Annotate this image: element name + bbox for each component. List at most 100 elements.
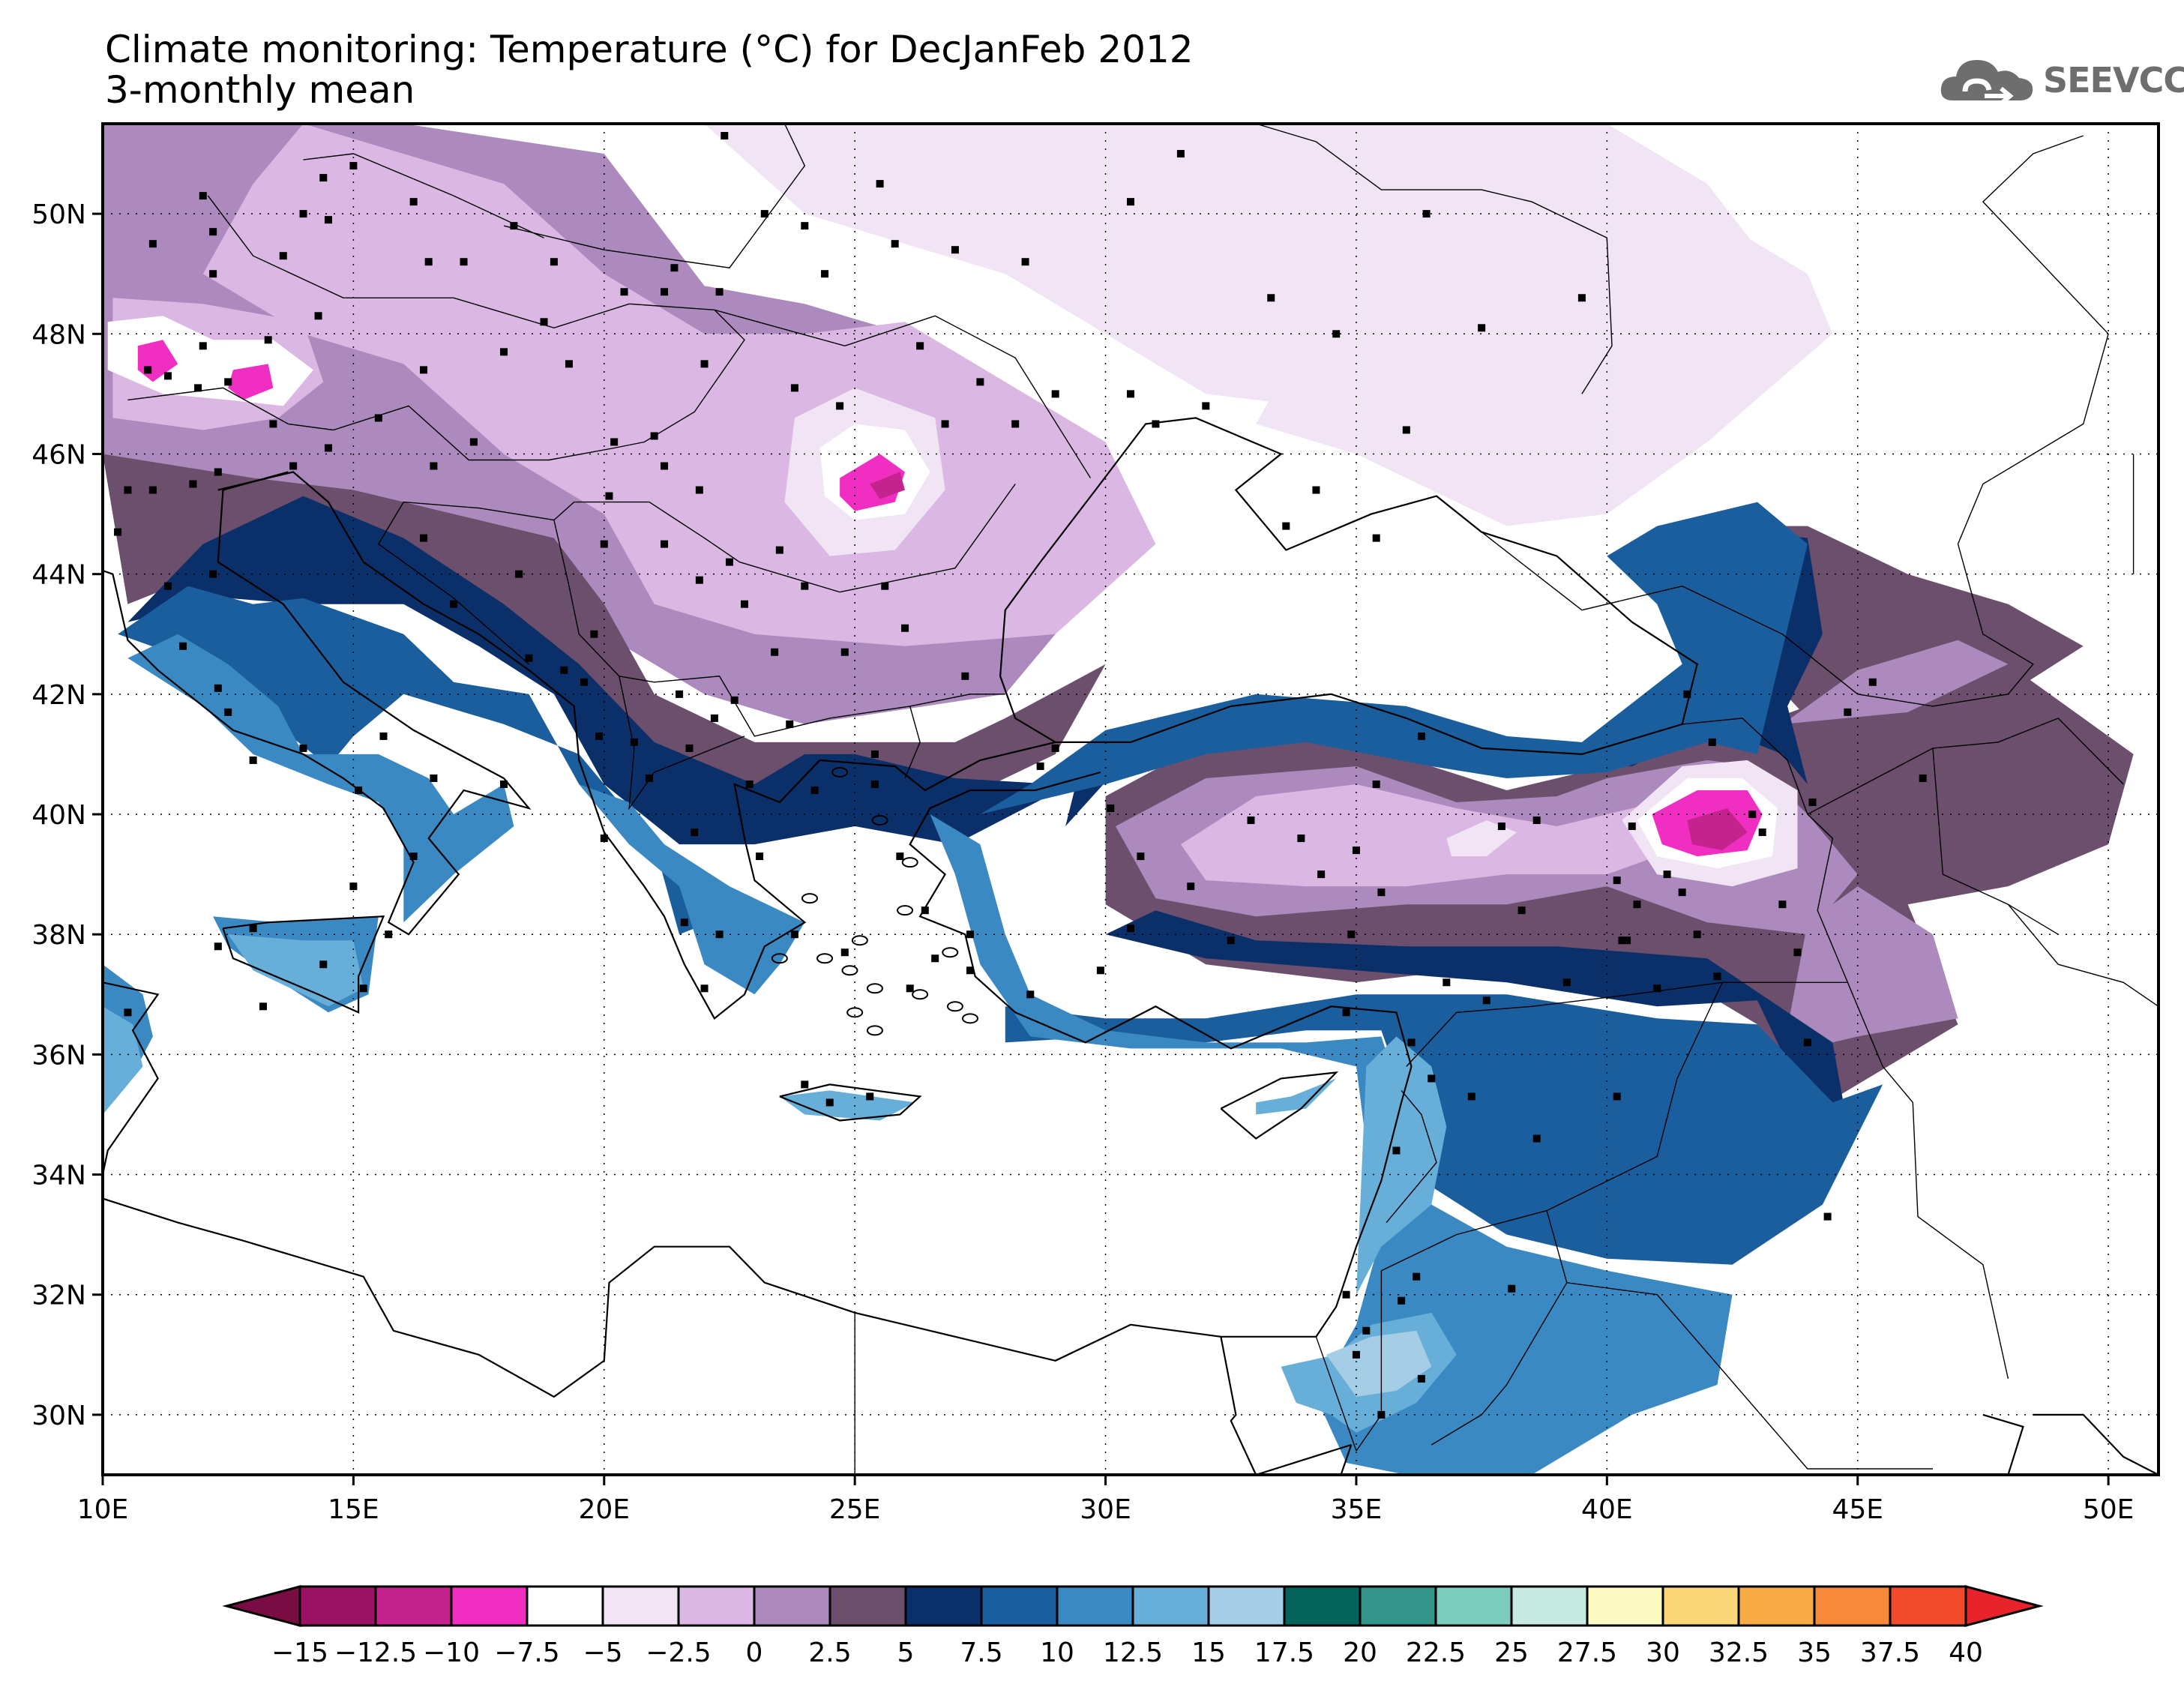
- station-marker-45: [916, 342, 924, 350]
- station-marker-96: [560, 666, 568, 674]
- station-marker-55: [374, 414, 382, 422]
- station-marker-15: [620, 288, 628, 296]
- temperature-region-39: [1356, 1036, 1447, 1295]
- temperature-region-7: [840, 454, 905, 511]
- colorbar-swatch-6: [753, 1585, 831, 1627]
- temperature-region-17: [1782, 640, 2009, 724]
- station-marker-100: [661, 540, 669, 548]
- temperature-region-35: [228, 934, 364, 1007]
- station-marker-153: [1247, 817, 1255, 825]
- island-5: [851, 935, 868, 946]
- station-marker-125: [700, 984, 709, 993]
- station-marker-20: [760, 210, 768, 218]
- station-marker-142: [1026, 990, 1035, 999]
- station-marker-2: [209, 228, 217, 236]
- station-marker-110: [961, 672, 969, 680]
- station-marker-76: [249, 756, 257, 764]
- y-tick-label-42N: 42N: [31, 680, 86, 711]
- colorbar-label: 12.5: [1103, 1638, 1163, 1668]
- station-marker-171: [1683, 690, 1691, 698]
- station-marker-135: [966, 930, 974, 939]
- station-marker-35: [1372, 534, 1380, 542]
- colorbar-label: 5: [897, 1638, 915, 1668]
- seevccc-logo: SEEVCCC: [1938, 46, 2184, 114]
- island-11: [801, 893, 818, 904]
- coastline-6: [779, 1083, 922, 1122]
- station-marker-144: [1036, 762, 1044, 770]
- station-marker-11: [460, 258, 468, 266]
- station-marker-41: [1051, 390, 1059, 398]
- station-marker-74: [214, 684, 222, 692]
- y-tick-label-30N: 30N: [31, 1401, 86, 1431]
- station-marker-80: [430, 774, 438, 782]
- colorbar-swatch-15: [1434, 1585, 1513, 1627]
- station-marker-61: [224, 378, 232, 386]
- station-marker-187: [1407, 1038, 1416, 1047]
- x-tick-label-35E: 35E: [1331, 1494, 1383, 1525]
- island-15: [831, 766, 849, 778]
- station-marker-201: [1342, 1290, 1350, 1299]
- station-marker-196: [1398, 1296, 1406, 1305]
- station-marker-182: [1653, 984, 1661, 993]
- border-2: [207, 195, 715, 329]
- x-tick-label-50E: 50E: [2083, 1494, 2135, 1525]
- station-marker-64: [144, 366, 152, 374]
- station-marker-65: [194, 384, 202, 392]
- station-marker-44: [941, 420, 949, 428]
- island-4: [816, 953, 834, 964]
- station-marker-75: [224, 708, 232, 716]
- station-marker-81: [500, 780, 508, 788]
- station-marker-139: [801, 1080, 809, 1089]
- station-marker-26: [1021, 258, 1029, 266]
- station-marker-109: [881, 582, 889, 590]
- station-marker-117: [685, 744, 694, 752]
- station-marker-56: [324, 444, 332, 452]
- station-marker-52: [500, 348, 508, 356]
- station-marker-137: [840, 948, 849, 957]
- station-marker-22: [821, 270, 829, 278]
- temperature-region-36: [103, 1006, 143, 1115]
- station-marker-132: [870, 780, 879, 788]
- station-marker-1: [199, 192, 207, 200]
- station-marker-92: [450, 600, 458, 608]
- station-marker-71: [163, 582, 172, 590]
- y-tick-label-34N: 34N: [31, 1161, 86, 1191]
- colorbar-swatch-9: [980, 1585, 1059, 1627]
- temperature-region-38: [779, 1090, 915, 1121]
- station-marker-124: [790, 930, 798, 939]
- station-marker-9: [409, 198, 418, 206]
- station-marker-77: [299, 744, 307, 752]
- colorbar-swatch-14: [1359, 1585, 1437, 1627]
- station-marker-103: [741, 600, 749, 608]
- station-marker-148: [1187, 882, 1195, 891]
- station-marker-69: [214, 468, 222, 476]
- station-marker-200: [1417, 1374, 1425, 1383]
- colorbar-swatch-5: [677, 1585, 756, 1627]
- coastline-10: [1982, 1413, 2024, 1475]
- border-20: [1255, 124, 1613, 394]
- map-frame: [101, 122, 2160, 1476]
- station-marker-14: [540, 318, 548, 326]
- temperature-region-41: [1326, 1330, 1432, 1397]
- station-marker-95: [525, 654, 533, 662]
- temperature-region-31: [579, 784, 805, 995]
- colorbar-swatch-20: [1813, 1585, 1892, 1627]
- latitude-axis: 30N 32N 34N 36N 38N 40N 42N 44N 46N 48N 50N: [31, 199, 103, 1431]
- temperature-region-4: [1256, 154, 1833, 526]
- station-marker-163: [1628, 823, 1636, 831]
- station-marker-30: [1332, 330, 1341, 338]
- station-marker-123: [870, 750, 879, 758]
- border-9: [1406, 718, 1849, 1067]
- station-marker-147: [1137, 852, 1145, 861]
- station-marker-130: [756, 852, 764, 861]
- station-marker-170: [1708, 738, 1716, 746]
- border-8: [904, 706, 921, 779]
- station-marker-193: [1623, 936, 1631, 945]
- longitude-axis: 10E 15E 20E 25E 30E 35E 40E 45E 50E: [77, 1475, 2135, 1525]
- station-marker-169: [1713, 972, 1721, 981]
- station-marker-53: [420, 366, 428, 374]
- coastline-2: [222, 915, 385, 1014]
- station-marker-68: [189, 480, 197, 488]
- station-marker-202: [1823, 1212, 1832, 1221]
- x-tick-label-30E: 30E: [1080, 1494, 1131, 1525]
